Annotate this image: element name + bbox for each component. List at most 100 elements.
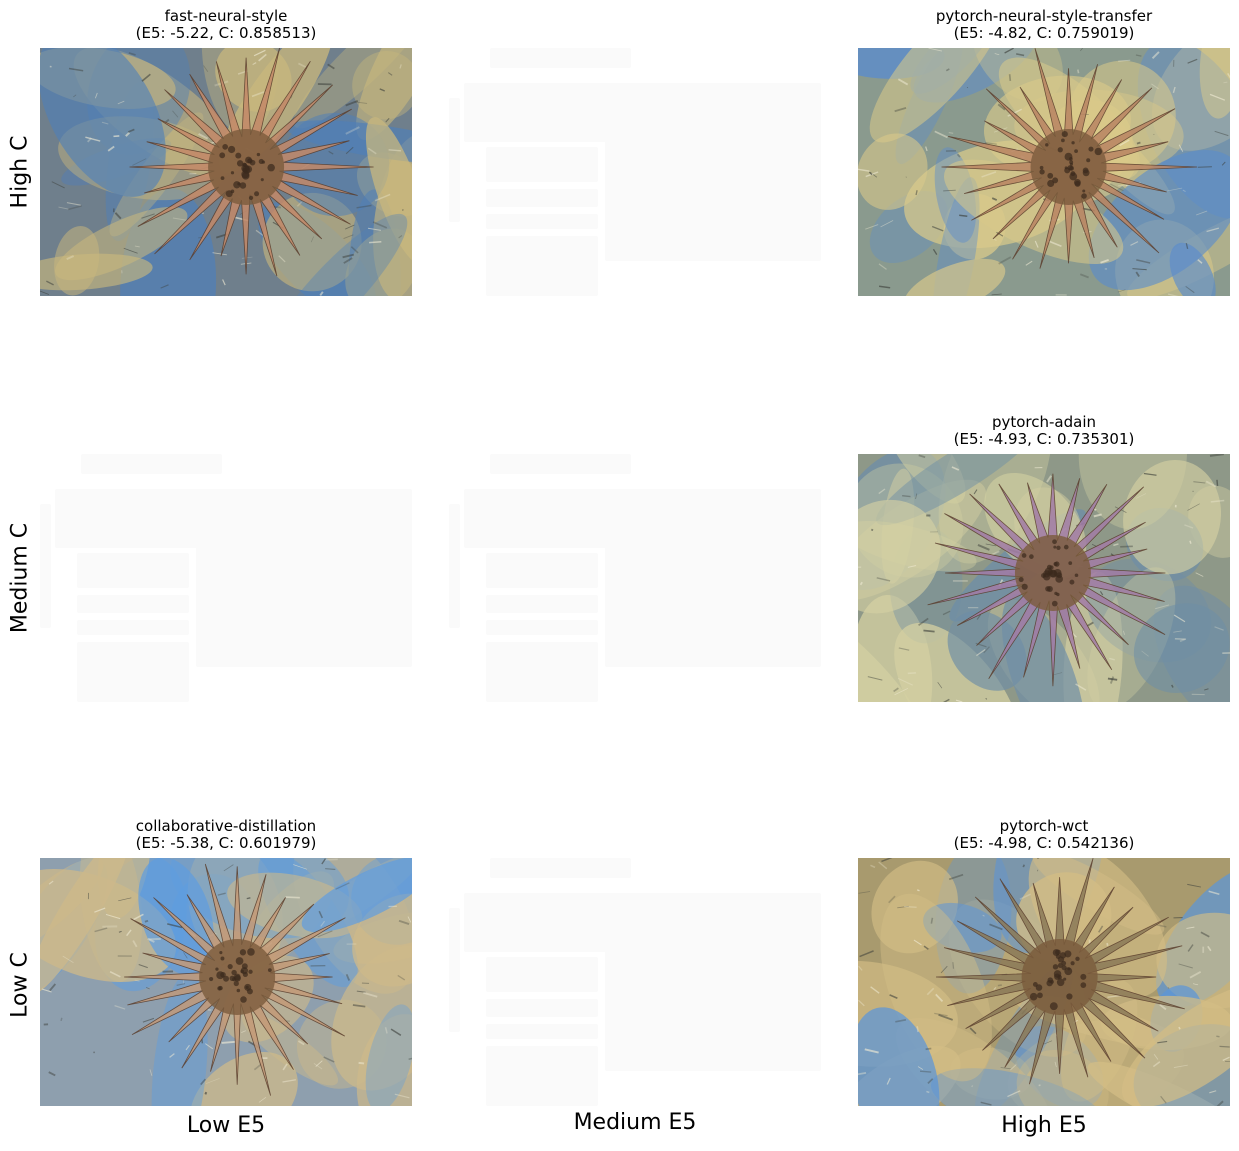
brush-stroke — [1187, 944, 1194, 952]
brush-stroke — [858, 891, 871, 894]
leaf-shape — [356, 1014, 412, 1106]
brush-stroke — [223, 864, 234, 872]
empty-cell-low-c-medium-e5 — [449, 858, 821, 1106]
brush-stroke — [325, 868, 336, 870]
brush-stroke — [138, 964, 148, 969]
cell-title-line2: (E5: -4.98, C: 0.542136) — [953, 834, 1135, 852]
flower-seed — [248, 969, 253, 974]
brush-stroke — [1086, 621, 1094, 627]
brush-stroke — [1200, 931, 1210, 938]
brush-stroke — [144, 919, 149, 923]
flower-seed — [239, 949, 247, 956]
faint-block — [486, 214, 598, 230]
brush-stroke — [973, 489, 978, 495]
brush-stroke — [297, 1040, 305, 1046]
brush-stroke — [1205, 480, 1217, 488]
brush-stroke — [1132, 268, 1147, 271]
faint-placeholder — [449, 858, 821, 1106]
brush-stroke — [902, 494, 911, 498]
brush-stroke — [1135, 493, 1147, 499]
brush-stroke — [1046, 475, 1052, 483]
brush-stroke — [282, 1063, 288, 1071]
brush-stroke — [931, 225, 944, 232]
flower-seed — [1047, 179, 1055, 187]
brush-stroke — [387, 72, 393, 76]
stylized-image-collaborative-distillation — [40, 858, 412, 1106]
brush-stroke — [1184, 524, 1194, 529]
artwork-canvas — [858, 858, 1230, 1106]
faint-block — [489, 454, 632, 474]
flower-seed — [222, 144, 228, 150]
flower-seed — [1049, 565, 1054, 570]
flower-seed — [1051, 600, 1058, 607]
brush-stroke — [101, 121, 109, 125]
brush-stroke — [1185, 285, 1195, 294]
leaf-shape — [352, 51, 412, 120]
leaf-shape — [301, 858, 412, 933]
brush-stroke — [858, 965, 863, 971]
brush-stroke — [971, 1085, 974, 1088]
brush-stroke — [977, 544, 990, 551]
flower-seed — [218, 985, 223, 991]
flower-seed — [1052, 177, 1059, 184]
brush-stroke — [1151, 83, 1159, 90]
brush-stroke — [969, 1027, 977, 1035]
brush-stroke — [925, 146, 928, 152]
brush-stroke — [1223, 81, 1228, 84]
brush-stroke — [985, 142, 997, 145]
brush-stroke — [1038, 1084, 1041, 1087]
brush-stroke — [1171, 684, 1174, 688]
brush-stroke — [997, 984, 1002, 987]
leaf-shape — [365, 1004, 412, 1106]
brush-stroke — [67, 205, 82, 211]
brush-stroke — [893, 687, 899, 693]
brush-stroke — [118, 897, 132, 902]
flower-seed — [1071, 141, 1075, 145]
brush-stroke — [959, 214, 968, 217]
brush-stroke — [870, 986, 880, 994]
brush-stroke — [918, 454, 926, 459]
faint-block — [486, 620, 598, 636]
flower-seed — [1074, 573, 1079, 578]
brush-stroke — [1222, 1056, 1230, 1061]
brush-stroke — [1130, 241, 1139, 246]
brush-stroke — [1209, 1090, 1217, 1094]
brush-stroke — [880, 220, 894, 228]
brush-stroke — [205, 1043, 214, 1050]
faint-block — [605, 892, 821, 1072]
brush-stroke — [907, 565, 917, 568]
brush-stroke — [212, 252, 227, 256]
brush-stroke — [51, 181, 65, 189]
row-label-low-c: Low C — [7, 952, 33, 1018]
brush-stroke — [976, 648, 986, 657]
brush-stroke — [1182, 189, 1186, 193]
brush-stroke — [114, 212, 122, 220]
brush-stroke — [1178, 1026, 1181, 1030]
brush-stroke — [325, 858, 338, 861]
brush-stroke — [1015, 53, 1025, 57]
brush-stroke — [149, 1069, 153, 1076]
brush-stroke — [258, 1096, 267, 1103]
brush-stroke — [85, 136, 101, 142]
column-label-high-e5: High E5 — [1001, 1113, 1087, 1138]
brush-stroke — [1214, 626, 1224, 631]
brush-stroke — [105, 913, 121, 920]
cell-title-line2: (E5: -5.22, C: 0.858513) — [135, 24, 317, 42]
leaf-shape — [1088, 150, 1230, 291]
brush-stroke — [1157, 1040, 1168, 1044]
brush-stroke — [1159, 1003, 1167, 1011]
brush-stroke — [48, 1071, 56, 1077]
faint-block — [486, 236, 598, 296]
brush-stroke — [1167, 187, 1183, 192]
brush-stroke — [1195, 572, 1204, 577]
flower-seed — [245, 156, 252, 164]
brush-stroke — [397, 974, 406, 981]
faint-block — [196, 488, 412, 668]
brush-stroke — [1216, 479, 1219, 486]
artwork-canvas — [40, 48, 412, 296]
leaf-shape — [1087, 567, 1176, 702]
brush-stroke — [167, 923, 183, 929]
stylized-image-svg — [40, 48, 412, 296]
leaf-shape — [151, 972, 208, 1106]
